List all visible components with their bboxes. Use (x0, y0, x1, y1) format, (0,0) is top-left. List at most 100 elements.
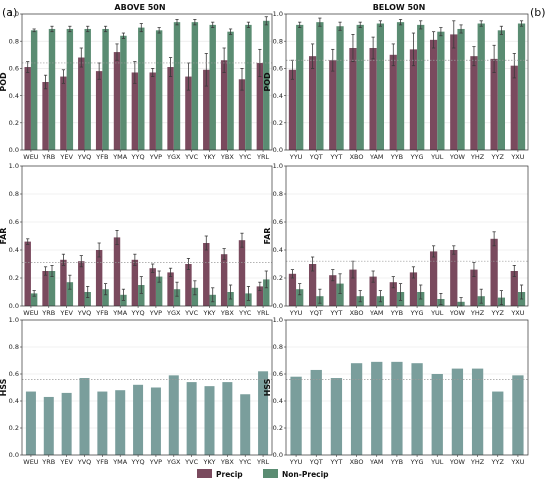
hss-above-ytick-label: 0.2 (9, 424, 19, 432)
pod-below-bar-nonprecip-yyg (417, 24, 425, 151)
hss-below-bar-hss-yyg (411, 363, 423, 455)
hss-below-bar-hss-yxu (512, 375, 524, 455)
pod-below-bar-nonprecip-yqt (316, 22, 324, 150)
far-above-bar-precip-yfb (95, 250, 103, 306)
hss-above-ytick-label: 0.8 (9, 343, 19, 351)
far-below-xtick-label: YXU (510, 309, 524, 317)
legend-label-precip: Precip (216, 470, 243, 479)
far-below-bar-precip-yyz (490, 238, 498, 306)
legend-swatch-precip (197, 469, 212, 478)
far-above-xtick-label: YVC (184, 309, 198, 317)
far-above-bar-precip-yvp (149, 268, 156, 306)
hss-below-bar-hss-yyb (391, 361, 403, 455)
hss-above-xtick-label: YEV (59, 458, 73, 466)
hss-above-xtick-label: YBX (220, 458, 234, 466)
pod-below-bar-precip-yyb (389, 54, 397, 150)
hss-below-bar-hss-yyu (290, 376, 302, 455)
hss-above-ytick-label: 1.0 (9, 316, 19, 324)
pod-below-xtick-label: YYB (390, 153, 403, 161)
hss-below-ytick-label: 0.8 (273, 343, 283, 351)
pod-below-bar-nonprecip-yxu (517, 23, 526, 150)
hss-above-xtick-label: YRB (41, 458, 55, 466)
hss-above-ytick-label: 0.4 (9, 397, 19, 405)
pod-above-xtick-label: YVP (149, 153, 162, 161)
pod-below-xtick-label: YYU (289, 153, 303, 161)
pod-below-xtick-label: XBO (350, 153, 364, 161)
far-above-ytick-label: 0.4 (9, 246, 19, 254)
far-below-ytick-label: 0.4 (273, 246, 283, 254)
pod-above-xtick-label: YYQ (131, 153, 145, 161)
pod-above-bar-precip-yyq (131, 72, 139, 150)
hss-below-bar-hss-yhz (471, 368, 484, 455)
hss-above-bar-hss-yfb (97, 391, 108, 455)
pod-above-bar-nonprecip-ybx (227, 31, 234, 150)
pod-above-bar-nonprecip-yvp (155, 30, 163, 150)
pod-above-bar-precip-yev (60, 76, 67, 150)
pod-above-xtick-label: YEV (59, 153, 73, 161)
hss-below-ylabel: HSS (263, 378, 272, 396)
pod-above-bar-nonprecip-yyc (245, 24, 252, 151)
far-below-bar-precip-yyt (329, 275, 337, 306)
pod-below-bar-precip-yow (450, 34, 458, 150)
far-below-xtick-label: YYZ (491, 309, 505, 317)
pod-above-xtick-label: YYC (238, 153, 252, 161)
far-below-panel: 0.0 0.2 0.4 0.6 0.8 1.0 FAR YYU YQT YYT XBO YAM YYB Y… (263, 162, 529, 317)
far-below-ytick-label: 0.6 (273, 218, 283, 226)
hss-above-xtick-label: YVC (184, 458, 198, 466)
hss-above-xtick-label: YVQ (77, 458, 92, 466)
far-above-xtick-label: WEU (23, 309, 39, 317)
hss-below-panel: 0.0 0.2 0.4 0.6 0.8 1.0 HSS YYU YQT YYT XBO YAM YYB Y… (263, 316, 529, 466)
far-below-ytick-label: 0.0 (273, 302, 283, 310)
far-below-ytick-label: 0.2 (273, 274, 283, 282)
far-below-bar-precip-yqt (308, 264, 317, 306)
hss-below-ytick-label: 0.0 (273, 451, 283, 459)
pod-above-xtick-label: YRB (41, 153, 55, 161)
pod-below-ytick-label: 0.8 (273, 37, 283, 45)
pod-above-xtick-label: YGX (166, 153, 181, 161)
hss-above-xtick-label: YYQ (131, 458, 145, 466)
hss-above-bar-hss-yyc (240, 394, 251, 455)
far-above-bar-precip-yyc (238, 240, 246, 306)
pod-above-bar-nonprecip-yky (209, 24, 216, 151)
far-above-bar-nonprecip-yyq (138, 285, 145, 306)
far-above-bar-precip-yyq (131, 259, 139, 306)
hss-below-xtick-label: XBO (350, 458, 364, 466)
pod-below-ylabel: POD (263, 72, 272, 92)
far-below-bar-precip-yam (369, 276, 377, 306)
pod-below-xtick-label: YOW (449, 153, 466, 161)
far-below-bar-precip-xbo (349, 269, 357, 306)
pod-below-panel: 0.0 0.2 0.4 0.6 0.8 1.0 POD YYU YQT YYT XBO YAM YYB Y… (263, 10, 529, 161)
hss-above-bar-hss-yvq (79, 378, 90, 455)
far-above-bar-nonprecip-yrl (263, 279, 270, 306)
far-below-bar-precip-yyu (288, 273, 297, 306)
pod-above-bar-precip-ybx (220, 60, 228, 150)
far-below-xtick-label: YYU (289, 309, 303, 317)
hss-above-bar-hss-weu (25, 391, 36, 455)
hss-above-bar-hss-yvc (186, 382, 197, 455)
pod-above-ytick-label: 0.4 (9, 92, 19, 100)
hss-below-xtick-label: YXU (510, 458, 524, 466)
pod-below-bar-nonprecip-yhz (477, 23, 485, 150)
pod-above-bar-nonprecip-yma (120, 35, 127, 151)
hss-below-xtick-label: YHZ (470, 458, 485, 466)
far-below-ytick-label: 0.8 (273, 190, 283, 198)
pod-above-ytick-label: 0.0 (9, 146, 19, 154)
far-below-bar-precip-yyb (389, 282, 397, 306)
far-above-bar-precip-yev (60, 259, 67, 306)
pod-above-ytick-label: 0.2 (9, 119, 19, 127)
pod-above-bar-nonprecip-yvq (84, 28, 91, 150)
hss-above-xtick-label: YFB (95, 458, 108, 466)
legend-swatch-nonprecip (263, 469, 278, 478)
far-below-bar-precip-yul (429, 251, 438, 306)
hss-below-bar-hss-yqt (310, 369, 322, 455)
column-title-left: ABOVE 50N (114, 3, 165, 12)
pod-below-xtick-label: YYG (410, 153, 424, 161)
far-above-bar-precip-ygx (167, 272, 174, 306)
far-above-ylabel: FAR (0, 228, 8, 245)
pod-below-bar-nonprecip-xbo (356, 24, 364, 151)
far-below-bar-precip-yyg (409, 272, 418, 306)
hss-below-xtick-label: YYU (289, 458, 303, 466)
pod-above-xtick-label: YMA (112, 153, 128, 161)
